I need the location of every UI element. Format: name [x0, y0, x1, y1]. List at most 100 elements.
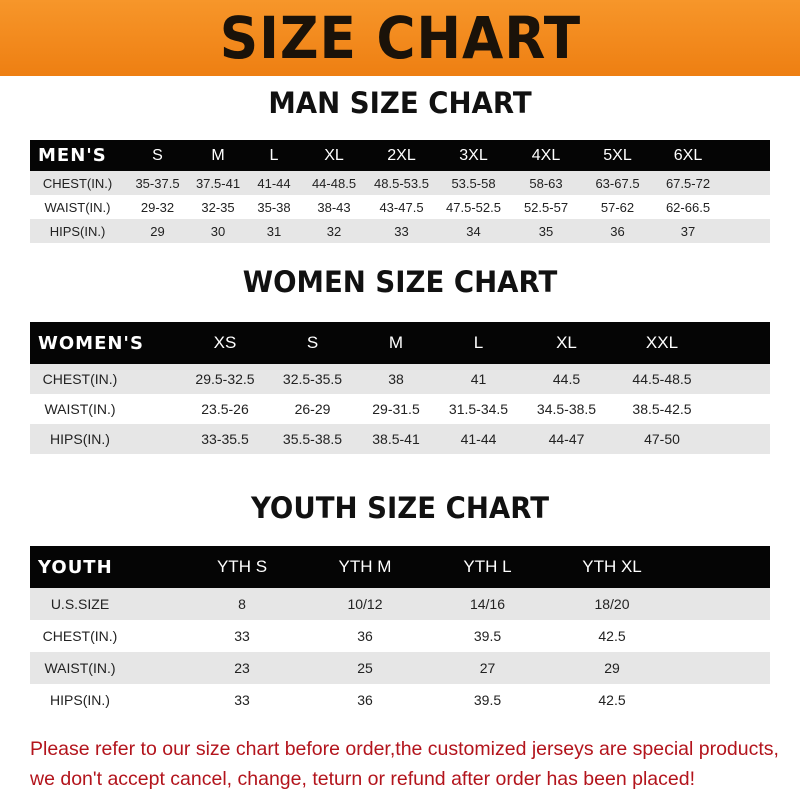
size-header-cell: S: [152, 146, 163, 164]
measurement-cell: 41-44: [257, 175, 291, 191]
measurement-cell: 38.5-42.5: [632, 401, 692, 417]
measurement-cell: 32: [326, 223, 342, 239]
size-header-cell: YTH M: [338, 557, 392, 576]
measurement-cell: 43-47.5: [379, 199, 424, 215]
measurement-cell: 35: [538, 223, 554, 239]
measurement-cell: 63-67.5: [595, 175, 640, 191]
men-size-table: MEN'S S M L XL 2XL 3XL 4XL 5XL 6XL CHEST(IN.) 35-37…: [30, 140, 770, 243]
order-notice: Please refer to our size chart before or…: [30, 734, 790, 794]
size-header-cell: XL: [324, 146, 344, 164]
measurement-cell: 47-50: [644, 431, 680, 447]
measurement-cell: 32.5-35.5: [282, 371, 343, 387]
measurement-cell: 58-63: [529, 175, 563, 191]
size-header-cell: XS: [213, 333, 237, 352]
row-label: WAIST(IN.): [44, 660, 116, 676]
measurement-cell: 47.5-52.5: [446, 199, 501, 215]
size-header-cell: XL: [556, 333, 577, 352]
row-label: WAIST(IN.): [44, 401, 116, 417]
measurement-cell: 52.5-57: [523, 199, 569, 215]
measurement-cell: 31.5-34.5: [448, 401, 509, 417]
table-title-cell: MEN'S: [38, 145, 107, 166]
measurement-cell: 41: [470, 371, 487, 387]
table-header-row: MEN'S S M L XL 2XL 3XL 4XL 5XL 6XL: [30, 140, 770, 171]
size-header-cell: YTH XL: [582, 557, 642, 576]
row-label: CHEST(IN.): [42, 628, 118, 644]
measurement-cell: 29.5-32.5: [195, 371, 255, 387]
measurement-cell: 36: [610, 223, 625, 239]
measurement-cell: 39.5: [473, 692, 502, 708]
title-banner: SIZE CHART: [0, 0, 800, 76]
men-section-title: MAN SIZE CHART: [268, 86, 532, 120]
measurement-cell: 35-38: [257, 199, 291, 215]
page-title: SIZE CHART: [219, 4, 581, 72]
measurement-cell: 48.5-53.5: [374, 175, 429, 191]
measurement-cell: 35-37.5: [135, 175, 180, 191]
measurement-cell: 33-35.5: [201, 431, 249, 447]
size-header-cell: YTH L: [463, 557, 512, 576]
women-size-table: WOMEN'S XS S M L XL XXL CHEST(IN.) 29.5-32.5 32.5…: [30, 322, 770, 454]
measurement-cell: 33: [234, 692, 250, 708]
measurement-cell: 33: [394, 223, 409, 239]
size-header-cell: S: [306, 333, 319, 352]
table-row: HIPS(IN.) 33-35.5 35.5-38.5 38.5-41 41-44 44-…: [30, 424, 770, 454]
measurement-cell: 8: [238, 596, 246, 612]
size-header-cell: XXL: [645, 333, 679, 352]
measurement-cell: 14/16: [469, 596, 506, 612]
measurement-cell: 36: [357, 692, 373, 708]
measurement-cell: 37.5-41: [195, 175, 241, 191]
measurement-cell: 32-35: [201, 199, 235, 215]
measurement-cell: 62-66.5: [665, 199, 711, 215]
measurement-cell: 27: [479, 660, 496, 676]
measurement-cell: 41-44: [460, 431, 497, 447]
size-header-cell: 5XL: [603, 146, 632, 164]
measurement-cell: 34.5-38.5: [536, 401, 597, 417]
table-row: CHEST(IN.) 33 36 39.5 42.5: [30, 620, 770, 652]
table-title-cell: YOUTH: [38, 556, 113, 578]
row-label: CHEST(IN.): [42, 371, 118, 387]
measurement-cell: 31: [266, 223, 282, 239]
measurement-cell: 39.5: [473, 628, 502, 644]
size-header-cell: L: [269, 146, 279, 164]
size-header-cell: M: [211, 146, 225, 164]
measurement-cell: 29-31.5: [372, 401, 420, 417]
size-header-cell: 2XL: [387, 146, 416, 164]
table-row: CHEST(IN.) 35-37.5 37.5-41 41-44 44-48.5 48.5…: [30, 171, 770, 195]
measurement-cell: 42.5: [598, 628, 626, 644]
measurement-cell: 23.5-26: [201, 401, 249, 417]
measurement-cell: 10/12: [347, 596, 383, 612]
table-row: HIPS(IN.) 33 36 39.5 42.5: [30, 684, 770, 716]
measurement-cell: 57-62: [600, 199, 635, 215]
table-title-cell: WOMEN'S: [38, 332, 144, 354]
notice-line: we don't accept cancel, change, teturn o…: [30, 768, 695, 790]
measurement-cell: 53.5-58: [451, 175, 496, 191]
women-section-title: WOMEN SIZE CHART: [242, 265, 558, 299]
measurement-cell: 38-43: [317, 199, 351, 215]
table-row: WAIST(IN.) 23 25 27 29: [30, 652, 770, 684]
measurement-cell: 38: [388, 371, 404, 387]
measurement-cell: 34: [466, 223, 481, 239]
measurement-cell: 29: [604, 660, 620, 676]
measurement-cell: 38.5-41: [372, 431, 420, 447]
measurement-cell: 26-29: [294, 401, 331, 417]
table-row: HIPS(IN.) 29 30 31 32 33 34 35 36 37: [30, 219, 770, 243]
row-label: HIPS(IN.): [50, 692, 110, 708]
measurement-cell: 30: [210, 223, 226, 239]
size-header-cell: L: [473, 333, 484, 352]
measurement-cell: 37: [680, 223, 696, 239]
table-row: U.S.SIZE 8 10/12 14/16 18/20: [30, 588, 770, 620]
youth-size-table: YOUTH YTH S YTH M YTH L YTH XL U.S.SIZE 8 10/12…: [30, 546, 770, 716]
table-header-row: WOMEN'S XS S M L XL XXL: [30, 322, 770, 364]
measurement-cell: 23: [234, 660, 250, 676]
size-header-cell: 3XL: [459, 146, 488, 164]
row-label: U.S.SIZE: [50, 596, 110, 612]
table-row: WAIST(IN.) 29-32 32-35 35-38 38-43 43-47.5 47.…: [30, 195, 770, 219]
size-header-cell: YTH S: [216, 557, 268, 576]
measurement-cell: 44-47: [548, 431, 585, 447]
table-row: CHEST(IN.) 29.5-32.5 32.5-35.5 38 41 44.5 44.5…: [30, 364, 770, 394]
row-label: HIPS(IN.): [50, 431, 110, 447]
table-row: WAIST(IN.) 23.5-26 26-29 29-31.5 31.5-34.5 34…: [30, 394, 770, 424]
row-label: CHEST(IN.): [42, 175, 113, 191]
notice-line: Please refer to our size chart before or…: [30, 738, 779, 760]
measurement-cell: 33: [234, 628, 250, 644]
measurement-cell: 25: [357, 660, 373, 676]
